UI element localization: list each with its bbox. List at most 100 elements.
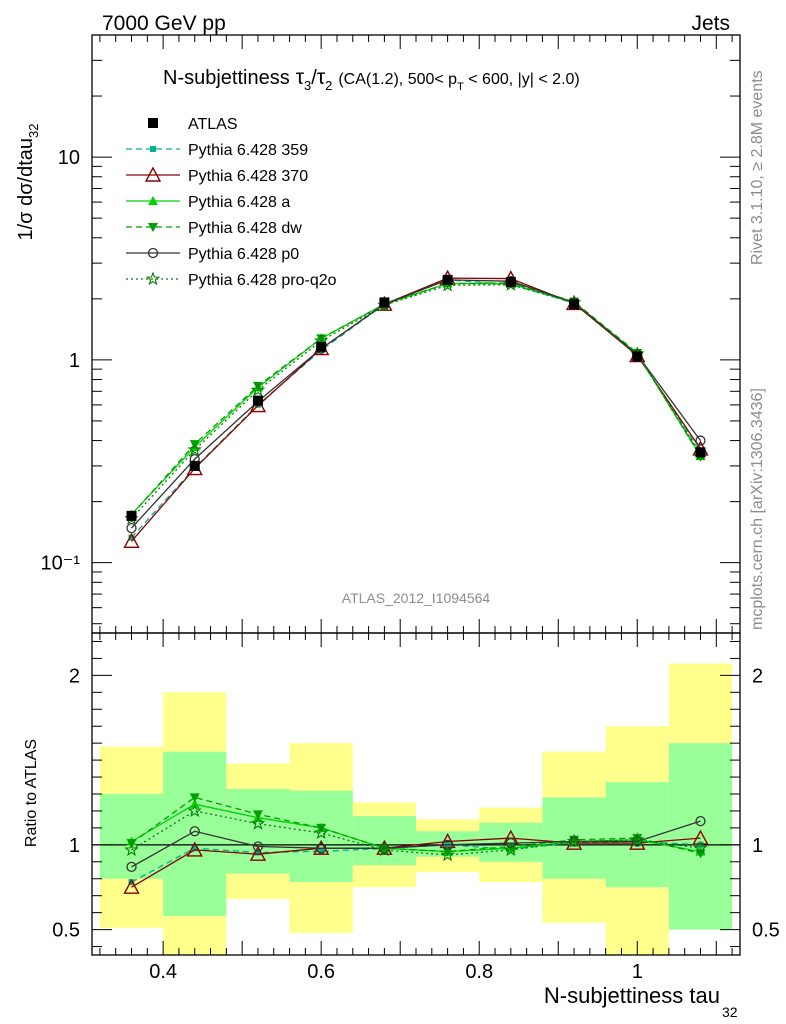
ratio-line-pythia-6-428-370 — [131, 837, 701, 888]
title-pt-sub: T — [457, 81, 464, 93]
ratio-point-pythia-6-428-p0 — [632, 836, 643, 847]
series-line-pythia-6-428-359 — [131, 279, 702, 539]
y-tick-label: 1 — [69, 350, 80, 372]
data-point-atlas — [316, 341, 327, 352]
ratio-point-pythia-6-428-pro-q2o — [250, 816, 266, 830]
ratio-point-pythia-6-428-370 — [692, 829, 709, 845]
ratio-point-pythia-6-428-pro-q2o — [693, 840, 708, 855]
title-cuts-rest: < 600, |y| < 2.0) — [464, 71, 580, 88]
ratio-point-pythia-6-428-359 — [191, 845, 198, 852]
legend-marker-pythia-6-428-370 — [144, 166, 162, 182]
x-tick-labels: 0.4 0.6 0.8 1 — [149, 961, 643, 983]
header-process: Jets — [691, 12, 730, 35]
main-y-tick-labels: 10 1 10⁻¹ — [41, 147, 81, 575]
y-axis-label-text: 1/σ dσ/dtau — [15, 138, 37, 241]
data-point-pythia-6-428-dw — [316, 334, 327, 344]
legend-label-pythia-6-428-359: Pythia 6.428 359 — [188, 142, 308, 159]
data-point-atlas — [505, 277, 516, 288]
data-point-atlas — [252, 395, 263, 406]
y-axis-label: 1/σ dσ/dtau32 — [15, 124, 41, 241]
ratio-band-inner — [289, 790, 353, 883]
ratio-band-inner — [226, 788, 290, 874]
ratio-point-pythia-6-428-370 — [123, 878, 140, 894]
legend-marker-pythia-6-428-a — [148, 196, 158, 205]
ratio-tick-label-right: 2 — [752, 665, 763, 687]
ratio-point-pythia-6-428-dw — [189, 793, 200, 803]
ratio-point-pythia-6-428-dw — [632, 834, 643, 844]
ratio-point-pythia-6-428-dw — [442, 847, 453, 857]
data-point-pythia-6-428-p0 — [126, 522, 137, 534]
legend-label-pythia-6-428-a: Pythia 6.428 a — [188, 194, 290, 211]
ratio-point-pythia-6-428-370 — [186, 841, 203, 857]
main-series-layer — [123, 269, 709, 548]
data-point-pythia-6-428-p0 — [695, 435, 706, 446]
title-slash: / — [311, 67, 317, 89]
ratio-point-pythia-6-428-359 — [254, 849, 261, 856]
ratio-point-pythia-6-428-359 — [697, 841, 704, 848]
header-energy: 7000 GeV pp — [102, 12, 226, 35]
series-line-pythia-6-428-p0 — [131, 279, 702, 529]
ratio-point-pythia-6-428-pro-q2o — [187, 803, 202, 818]
ratio-point-pythia-6-428-370 — [565, 834, 583, 850]
ratio-axis-ticks — [92, 633, 740, 955]
y-tick-label: 10⁻¹ — [41, 553, 81, 575]
ratio-tick-label-left: 0.5 — [52, 920, 80, 942]
legend-label-atlas: ATLAS — [188, 116, 238, 133]
data-point-atlas — [189, 460, 200, 471]
data-point-pythia-6-428-pro-q2o — [250, 382, 266, 397]
ratio-point-pythia-6-428-p0 — [189, 826, 200, 837]
series-line-pythia-6-428-dw — [131, 282, 702, 516]
ratio-band-inner — [163, 751, 227, 917]
ratio-point-pythia-6-428-359 — [318, 848, 325, 855]
legend-label-pythia-6-428-p0: Pythia 6.428 p0 — [188, 246, 299, 263]
title-main: N-subjettiness — [163, 67, 290, 89]
ratio-axis-label: Ratio to ATLAS — [23, 739, 40, 847]
y-tick-label: 10 — [58, 147, 80, 169]
y-axis-label-sub: 32 — [26, 124, 41, 138]
ratio-tick-label-right: 0.5 — [752, 920, 780, 942]
data-point-atlas — [569, 299, 580, 310]
data-point-atlas — [442, 274, 453, 285]
legend-marker-pythia-6-428-359 — [150, 146, 156, 152]
x-axis-label: N-subjettiness tau — [544, 983, 720, 1008]
data-point-atlas — [632, 351, 643, 362]
series-line-pythia-6-428-370 — [131, 277, 702, 542]
ratio-point-pythia-6-428-p0 — [126, 861, 137, 873]
x-axis-label-sub: 32 — [722, 1004, 738, 1020]
ratio-point-pythia-6-428-pro-q2o — [377, 842, 392, 857]
x-tick-label: 0.8 — [465, 961, 493, 983]
ratio-point-pythia-6-428-p0 — [505, 837, 516, 849]
mcplots-label: mcplots.cern.ch [arXiv:1306.3436] — [749, 388, 766, 630]
ratio-point-pythia-6-428-pro-q2o — [630, 832, 645, 846]
title-tau3-sub: 3 — [304, 78, 311, 93]
ratio-uncertainty-bands — [99, 663, 733, 955]
legend-marker-pythia-6-428-p0 — [147, 247, 159, 259]
data-point-pythia-6-428-370 — [123, 532, 140, 548]
ratio-tick-label-right: 1 — [752, 835, 763, 857]
ratio-point-pythia-6-428-p0 — [316, 843, 327, 854]
data-point-pythia-6-428-pro-q2o — [187, 442, 202, 456]
ratio-panel: 2 2 1 1 0.5 0.5 Ratio to ATLAS — [23, 632, 780, 956]
x-tick-label: 1 — [632, 961, 643, 983]
ratio-series-layer — [123, 793, 709, 894]
ratio-point-pythia-6-428-pro-q2o — [566, 833, 582, 848]
data-point-atlas — [695, 447, 706, 458]
data-point-pythia-6-428-dw — [252, 381, 263, 391]
ratio-point-pythia-6-428-pro-q2o — [314, 825, 329, 840]
data-point-atlas — [379, 297, 390, 308]
x-tick-label: 0.6 — [307, 961, 335, 983]
ratio-y-tick-labels: 2 2 1 1 0.5 0.5 — [52, 665, 780, 941]
ratio-tick-label-left: 2 — [69, 665, 80, 687]
legend-label-pythia-6-428-370: Pythia 6.428 370 — [188, 168, 308, 185]
ratio-point-pythia-6-428-dw — [252, 810, 263, 820]
main-axis-ticks — [92, 34, 740, 633]
legend-label-pythia-6-428-pro-q2o: Pythia 6.428 pro-q2o — [188, 272, 337, 289]
ratio-point-pythia-6-428-359 — [128, 879, 135, 886]
ratio-point-pythia-6-428-p0 — [695, 815, 706, 827]
ratio-line-pythia-6-428-p0 — [131, 820, 701, 868]
title-tau2-sub: 2 — [325, 78, 332, 93]
series-line-pythia-6-428-a — [131, 282, 702, 515]
analysis-watermark: ATLAS_2012_I1094564 — [342, 590, 491, 606]
